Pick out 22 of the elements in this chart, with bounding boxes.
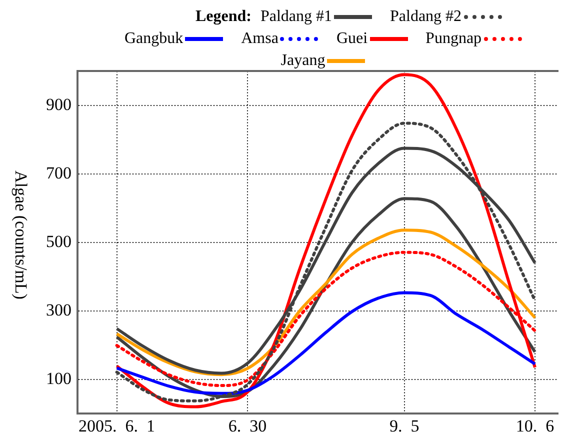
y-tick-label: 300 [46, 300, 72, 320]
line-series [115, 122, 536, 402]
y-tick-label: 500 [46, 232, 72, 251]
line-series [115, 228, 536, 376]
legend-label: Jayang [280, 51, 326, 71]
legend-label: Paldang #1 [260, 7, 332, 27]
y-tick-label: 100 [46, 368, 72, 388]
line-series [115, 73, 536, 408]
legend-label: Paldang #2 [390, 7, 462, 27]
legend-label: Amsa [241, 29, 278, 49]
y-tick-label: 900 [46, 94, 72, 114]
x-tick-label: 2005. 6. 1 [78, 416, 156, 436]
x-tick-label: 9. 5 [389, 416, 420, 436]
legend-label: Gangbuk [124, 29, 184, 49]
x-tick-label: 6. 30 [228, 416, 267, 436]
legend-title: Legend: [195, 7, 252, 27]
line-series [115, 291, 536, 395]
legend-label: Guei [336, 29, 368, 49]
y-axis-title: Algae (counts/mL) [10, 170, 30, 300]
legend-label: Pungnap [426, 29, 482, 49]
x-tick-label: 10. 6 [516, 416, 554, 436]
y-tick-label: 700 [46, 163, 72, 182]
